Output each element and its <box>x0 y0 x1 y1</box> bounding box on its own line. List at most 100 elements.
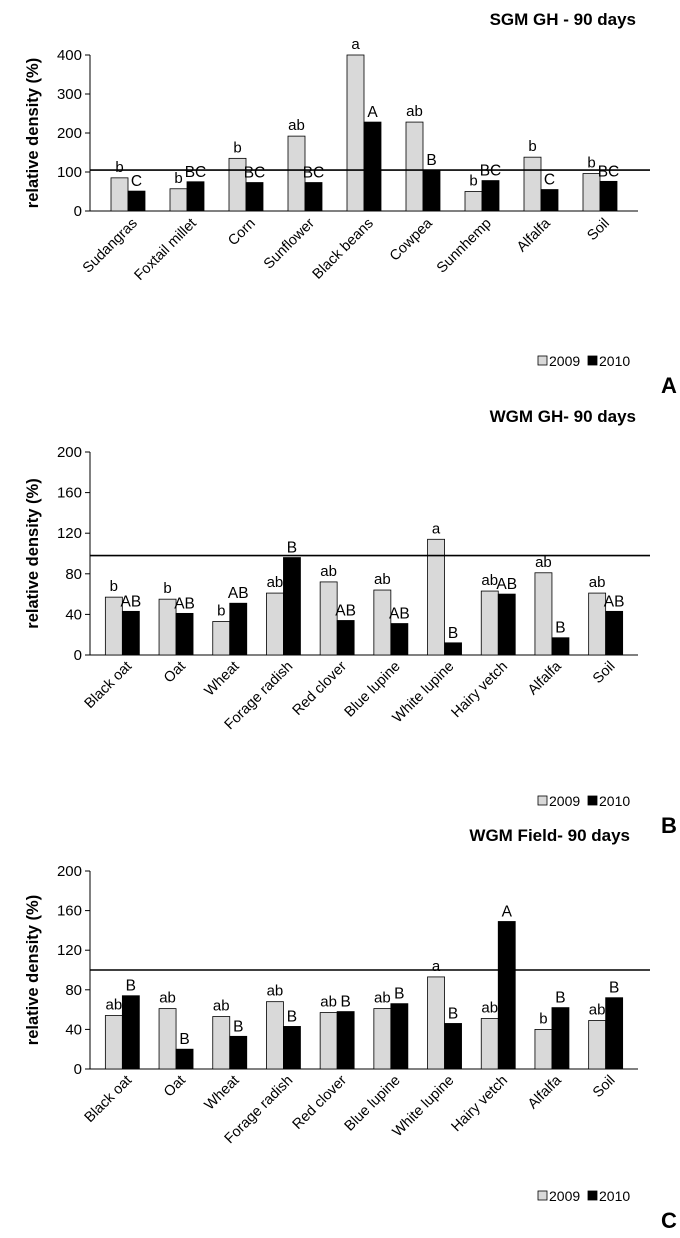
bar-label-2010: BC <box>185 164 207 181</box>
bar-label-2010: B <box>609 980 619 997</box>
bar-label-2010: B <box>179 1031 189 1048</box>
x-tick-label: Wheat <box>202 659 243 700</box>
legend-label-2009: 2009 <box>549 793 580 809</box>
x-tick-label: Black oat <box>82 659 135 712</box>
bar-label-2009: b <box>539 1010 547 1027</box>
bar-label-2009: ab <box>288 117 305 134</box>
bar-2010 <box>605 997 624 1070</box>
bar-2010 <box>605 610 624 656</box>
bar-2009 <box>158 1008 177 1070</box>
bar-2010 <box>444 1023 462 1070</box>
bar-label-2010: AB <box>389 606 410 623</box>
bar-2009 <box>480 590 499 656</box>
legend: 2009 2010 <box>537 793 630 809</box>
bar-2009 <box>427 538 445 656</box>
bar-2010 <box>497 593 516 656</box>
bar-2010 <box>175 612 194 656</box>
bar-2009 <box>319 1012 338 1070</box>
bar-label-2009: ab <box>535 554 552 571</box>
bar-label-2009: ab <box>106 997 123 1014</box>
bar-2010 <box>229 1035 248 1070</box>
bar-label-2009: b <box>115 159 123 176</box>
bar-2009 <box>464 191 483 212</box>
bar-2010 <box>551 1007 570 1070</box>
x-tick-label: Black beans <box>310 216 377 283</box>
bar-2010 <box>186 181 205 212</box>
y-tick-label: 0 <box>74 1061 82 1078</box>
chart-panel-b: WGM GH- 90 days relative density (%) 0 40 80… <box>24 407 677 838</box>
y-tick-label: 40 <box>65 606 82 623</box>
x-tick-label: Foxtail millet <box>132 216 200 284</box>
bar-2009 <box>373 1008 392 1070</box>
legend-label-2009: 2009 <box>549 353 580 369</box>
bar-label-2009: a <box>351 36 360 53</box>
bar-2010 <box>540 189 559 212</box>
bar-2009 <box>266 1001 284 1070</box>
chart-title: WGM Field- 90 days <box>469 826 630 845</box>
bar-label-2009: ab <box>267 574 284 591</box>
bar-2009 <box>104 1015 123 1070</box>
bar-label-2010: AB <box>228 585 249 602</box>
y-tick-label: 40 <box>65 1021 82 1038</box>
bar-2010 <box>390 623 409 656</box>
bar-2009 <box>266 592 284 656</box>
y-tick-label: 100 <box>57 164 82 181</box>
bar-label-2009: b <box>587 155 595 172</box>
bar-label-2010: B <box>287 1008 297 1025</box>
bar-2009 <box>523 156 542 212</box>
y-tick-label: 0 <box>74 647 82 664</box>
bar-2010 <box>390 1003 409 1070</box>
y-tick-label: 160 <box>57 903 82 920</box>
x-tick-label: Alfalfa <box>525 658 565 698</box>
bar-2010 <box>363 121 382 212</box>
x-tick-label: Sunflower <box>261 215 318 272</box>
bar-label-2009: ab <box>481 572 498 589</box>
y-tick-label: 80 <box>65 566 82 583</box>
y-tick-label: 200 <box>57 444 82 461</box>
bar-label-2010: B <box>287 540 297 557</box>
x-tick-label: Soil <box>590 659 618 687</box>
y-tick-label: 0 <box>74 203 82 220</box>
bar-2010 <box>599 180 618 212</box>
y-axis-label: relative density (%) <box>24 895 42 1045</box>
y-tick-label: 160 <box>57 485 82 502</box>
panel-letter: A <box>661 373 677 398</box>
bar-label-2010: AB <box>496 576 517 593</box>
x-tick-label: Soil <box>584 216 612 244</box>
chart-title: WGM GH- 90 days <box>490 407 636 426</box>
bar-2009 <box>405 121 424 212</box>
bar-label-2009: ab <box>159 990 176 1007</box>
legend-swatch-2009 <box>537 355 548 366</box>
x-tick-label: Oat <box>161 659 189 687</box>
bar-label-2009: b <box>469 173 477 190</box>
panel-letter: C <box>661 1208 677 1233</box>
bar-label-2010: B <box>448 1005 458 1022</box>
bar-label-2010: C <box>544 172 555 189</box>
bar-2009 <box>287 135 306 212</box>
bar-2010 <box>245 182 264 212</box>
bar-2009 <box>212 1016 231 1070</box>
x-tick-label: Hairy vetch <box>448 1073 511 1136</box>
bar-2009 <box>212 621 231 656</box>
bar-label-2009: ab <box>320 994 337 1011</box>
x-tick-label: Corn <box>225 216 259 250</box>
bar-label-2009: ab <box>213 998 230 1015</box>
bar-label-2010: AB <box>335 602 356 619</box>
bar-label-2010: A <box>502 903 513 920</box>
bar-2010 <box>175 1048 194 1070</box>
bar-label-2010: B <box>555 620 565 637</box>
bar-label-2009: ab <box>481 1000 498 1017</box>
bar-2010 <box>229 602 248 656</box>
y-tick-label: 120 <box>57 525 82 542</box>
bar-2009 <box>169 188 188 212</box>
bar-2010 <box>336 620 355 656</box>
legend: 2009 2010 <box>537 1188 630 1204</box>
bar-label-2010: B <box>126 978 136 995</box>
bar-label-2009: ab <box>374 990 391 1007</box>
y-tick-label: 80 <box>65 982 82 999</box>
bar-label-2010: A <box>367 104 378 121</box>
bar-label-2009: b <box>163 580 171 597</box>
bar-label-2010: BC <box>303 165 325 182</box>
bar-2009 <box>427 976 445 1070</box>
